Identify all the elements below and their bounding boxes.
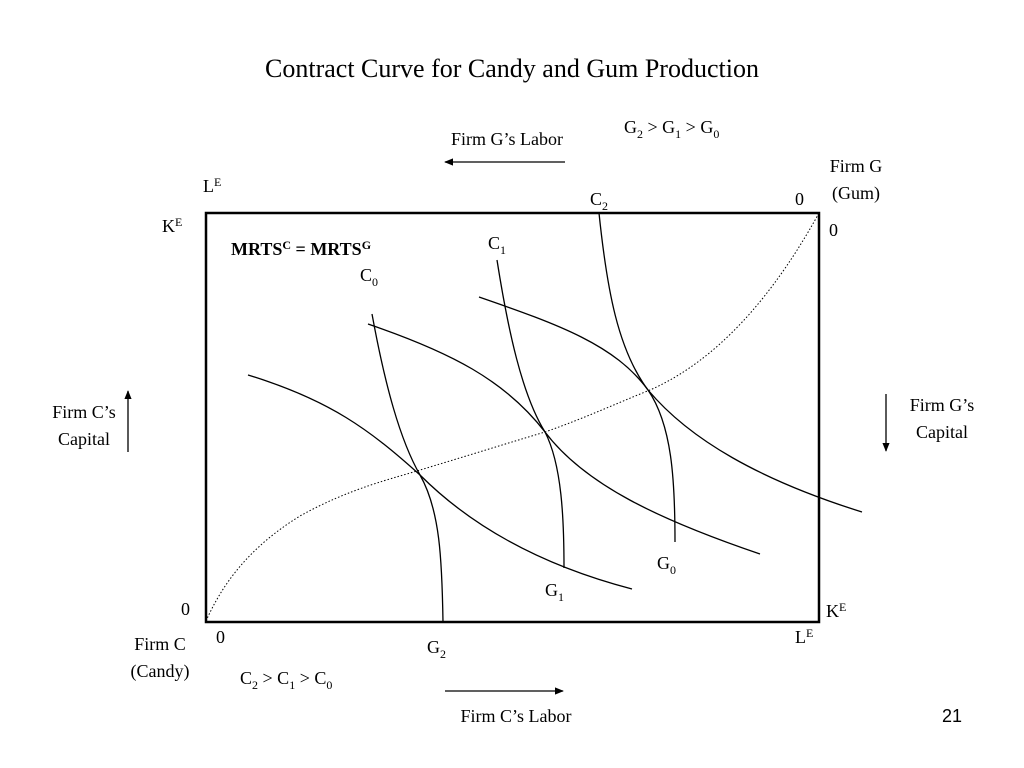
isoquant-g2	[371, 313, 444, 623]
mrts-equality-label: MRTSC = MRTSG	[231, 238, 371, 259]
gum-isoquant-ranking: G2 > G1 > G0	[624, 117, 719, 141]
isoquant-c2-label: C2	[590, 189, 608, 213]
labor-endowment-top-label: LE	[203, 175, 221, 196]
origin-g-top-zero: 0	[795, 189, 804, 209]
isoquant-g2-label: G2	[427, 637, 446, 661]
slide-number: 21	[941, 706, 962, 726]
firm-g-name: Firm G	[830, 156, 883, 176]
isoquant-g0	[598, 212, 676, 543]
firm-c-name: Firm C	[134, 634, 186, 654]
capital-endowment-right-label: KE	[826, 600, 846, 621]
firm-g-labor-label: Firm G’s Labor	[451, 129, 563, 149]
isoquant-c2	[478, 296, 863, 513]
firm-c-capital-label-line2: Capital	[58, 429, 110, 449]
isoquant-g1	[496, 259, 565, 569]
candy-isoquant-ranking: C2 > C1 > C0	[240, 668, 332, 692]
firm-g-capital-label-line1: Firm G’s	[910, 395, 975, 415]
isoquant-g0-label: G0	[657, 553, 676, 577]
origin-g-right-zero: 0	[829, 220, 838, 240]
firm-c-product: (Candy)	[131, 661, 190, 682]
isoquant-c0-label: C0	[360, 265, 378, 289]
firm-g-capital-label-line2: Capital	[916, 422, 968, 442]
slide-title: Contract Curve for Candy and Gum Product…	[265, 54, 759, 83]
contract-curve	[205, 212, 820, 622]
capital-endowment-left-label: KE	[162, 215, 182, 236]
firm-c-labor-label: Firm C’s Labor	[461, 706, 572, 726]
origin-c-below-zero: 0	[216, 627, 225, 647]
labor-endowment-bottom-label: LE	[795, 626, 813, 647]
firm-c-capital-label-line1: Firm C’s	[52, 402, 116, 422]
origin-c-left-zero: 0	[181, 599, 190, 619]
isoquant-c1-label: C1	[488, 233, 506, 257]
isoquant-g1-label: G1	[545, 580, 564, 604]
edgeworth-box	[204, 211, 821, 624]
isoquant-c1	[367, 323, 761, 555]
firm-g-product: (Gum)	[832, 183, 880, 204]
